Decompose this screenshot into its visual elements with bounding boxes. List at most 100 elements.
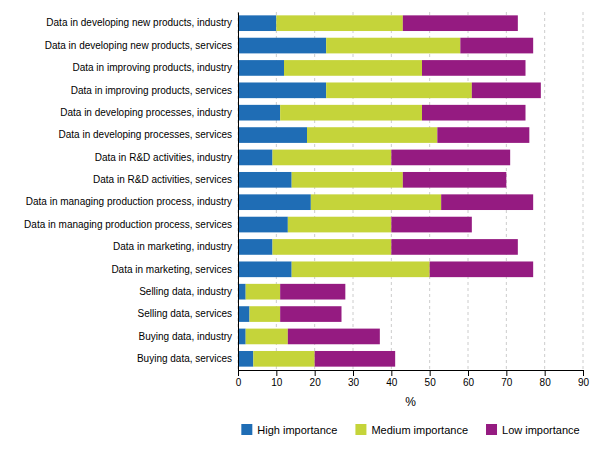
y-tick: Selling data, services (138, 308, 239, 319)
bar (326, 38, 460, 54)
y-tick: Data in developing new products, service… (45, 40, 238, 51)
bar (292, 261, 430, 277)
series (280, 15, 541, 366)
x-tick-label: 50 (425, 377, 437, 388)
x-tick-label: 60 (463, 377, 475, 388)
bar (238, 217, 288, 233)
bar (276, 15, 403, 31)
y-tick-label: Data in R&D activities, services (93, 174, 232, 185)
y-tick-label: Data in R&D activities, industry (95, 152, 232, 163)
chart: 0102030405060708090Data in developing ne… (0, 0, 605, 454)
bar (315, 351, 396, 367)
bar (288, 217, 392, 233)
y-tick: Data in developing processes, industry (60, 107, 238, 118)
bar (441, 194, 533, 210)
x-tick-mark (391, 370, 392, 376)
y-tick-label: Selling data, services (138, 308, 233, 319)
legend: High importance Medium importance Low impo… (241, 424, 579, 436)
bar (273, 239, 392, 255)
bar (280, 105, 422, 121)
legend-item: Medium importance (355, 424, 468, 436)
y-tick-label: Data in marketing, services (111, 264, 232, 275)
bar (238, 38, 326, 54)
y-tick: Data in R&D activities, industry (95, 152, 238, 163)
y-tick-label: Data in developing processes, industry (60, 107, 232, 118)
x-tick: 20 (310, 370, 322, 388)
x-tick-label: 90 (578, 377, 590, 388)
x-tick: 70 (501, 370, 513, 388)
bar (437, 127, 529, 143)
x-axis-title: % (405, 395, 416, 409)
bar (403, 15, 518, 31)
y-tick-label: Data in developing new products, industr… (46, 17, 232, 28)
bar (280, 306, 341, 322)
y-tick-label: Buying data, industry (139, 331, 232, 342)
bar (238, 329, 246, 345)
bar (238, 105, 280, 121)
bar (238, 306, 250, 322)
bar (238, 15, 276, 31)
bar (391, 217, 472, 233)
x-tick-label: 10 (271, 377, 283, 388)
x-axis: 0102030405060708090 (236, 370, 590, 388)
bar (430, 261, 533, 277)
bar (246, 284, 281, 300)
bar (391, 239, 518, 255)
legend-swatch (486, 424, 497, 435)
y-tick: Data in R&D activities, services (93, 174, 238, 185)
grid-line (238, 12, 239, 370)
legend-label: High importance (257, 424, 337, 436)
x-tick: 50 (425, 370, 437, 388)
x-tick-mark (238, 370, 239, 376)
y-tick: Buying data, industry (139, 331, 238, 342)
bar (460, 38, 533, 54)
y-tick-label: Data in marketing, industry (113, 241, 232, 252)
y-tick-label: Selling data, industry (139, 286, 232, 297)
bar (307, 127, 437, 143)
y-tick-label: Buying data, services (137, 353, 232, 364)
x-tick-label: 20 (310, 377, 322, 388)
bar (403, 172, 507, 188)
legend-swatch (355, 424, 366, 435)
bar (238, 239, 273, 255)
x-tick-mark (545, 370, 546, 376)
bar (292, 172, 403, 188)
bars (238, 15, 541, 366)
y-tick: Data in improving products, services (71, 85, 238, 96)
x-tick-mark (506, 370, 507, 376)
y-tick: Data in managing production process, ser… (24, 219, 238, 230)
bar (238, 82, 326, 98)
bar (326, 82, 472, 98)
x-tick-mark (430, 370, 431, 376)
legend-item: High importance (241, 424, 337, 436)
y-tick: Data in developing processes, services (59, 129, 238, 140)
grid-line (544, 12, 545, 370)
y-tick: Data in managing production process, ind… (26, 196, 238, 207)
x-tick-label: 70 (501, 377, 513, 388)
x-tick: 60 (463, 370, 475, 388)
x-tick: 30 (348, 370, 360, 388)
x-tick: 10 (271, 370, 283, 388)
x-tick-label: 0 (236, 377, 242, 388)
x-tick-mark (583, 370, 584, 376)
bar (238, 150, 273, 166)
y-tick-label: Data in managing production process, ind… (26, 196, 232, 207)
y-tick-label: Data in managing production process, ser… (24, 219, 232, 230)
legend-label: Medium importance (371, 424, 468, 436)
y-tick: Buying data, services (137, 353, 238, 364)
bar (422, 105, 526, 121)
y-tick-label: Data in improving products, services (71, 85, 232, 96)
bar (391, 150, 510, 166)
bar (250, 306, 281, 322)
y-tick: Data in marketing, industry (113, 241, 238, 252)
legend-item: Low importance (486, 424, 580, 436)
y-tick-label: Data in developing processes, services (59, 129, 232, 140)
y-tick: Data in marketing, services (111, 264, 238, 275)
bar (288, 329, 380, 345)
grid-line (583, 12, 584, 370)
y-tick-label: Data in improving products, industry (72, 62, 232, 73)
x-axis-line (239, 371, 584, 377)
x-tick-label: 30 (348, 377, 360, 388)
x-tick-mark (468, 370, 469, 376)
bar (246, 329, 288, 345)
